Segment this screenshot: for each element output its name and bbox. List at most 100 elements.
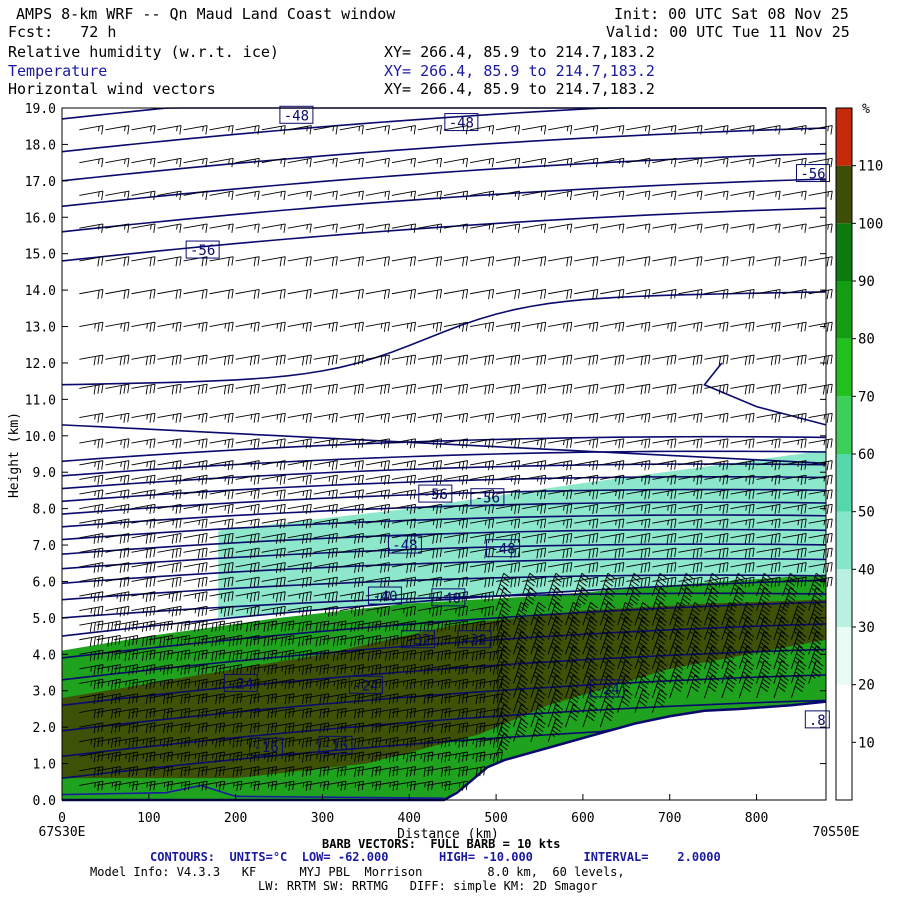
contour-label-box <box>486 539 521 558</box>
contour-label-box <box>590 679 625 698</box>
wind-barb <box>721 602 737 626</box>
wind-barb <box>261 518 286 529</box>
wind-barb <box>704 157 729 168</box>
wind-barb <box>678 547 703 559</box>
wind-barb <box>738 660 755 684</box>
wind-barb <box>235 383 260 395</box>
wind-barb <box>391 693 416 705</box>
wind-barb <box>114 693 139 705</box>
wind-barb <box>131 707 156 719</box>
wind-barb <box>183 157 208 168</box>
wind-barb <box>426 693 451 705</box>
contour-label-box <box>279 105 314 124</box>
wind-barb <box>600 412 625 423</box>
wind-barb <box>79 460 104 471</box>
wind-barb <box>730 190 755 201</box>
wind-barb <box>626 518 651 529</box>
wind-barb <box>565 602 581 626</box>
wind-barb <box>756 190 781 201</box>
y-tick-label: 15.0 <box>25 248 56 263</box>
wind-barb <box>183 190 208 201</box>
wind-barb <box>426 635 451 647</box>
wind-barb <box>235 190 260 201</box>
y-tick-label: 17.0 <box>25 175 56 190</box>
wind-barb <box>157 474 182 485</box>
wind-barb <box>313 383 338 395</box>
wind-barb <box>235 591 260 603</box>
wind-barb <box>105 125 130 135</box>
colorbar-tick-label: 10 <box>858 735 875 751</box>
wind-barb <box>782 489 807 500</box>
wind-barb <box>183 576 208 588</box>
wind-barb <box>600 223 625 233</box>
wind-barb <box>773 631 789 655</box>
wind-barb <box>305 766 330 777</box>
wind-barb <box>313 474 338 485</box>
wind-barb <box>183 474 208 485</box>
wind-barb <box>547 674 564 699</box>
wind-barb <box>678 289 703 300</box>
wind-barb <box>339 354 364 366</box>
wind-barb <box>496 321 521 332</box>
wind-barb <box>200 693 225 705</box>
wind-barb <box>443 438 469 449</box>
wind-barb <box>782 383 807 395</box>
wind-barb <box>634 689 651 713</box>
wind-barb <box>443 693 469 705</box>
isotherm-line <box>61 528 827 555</box>
wind-barb <box>426 678 451 690</box>
wind-barb <box>235 518 260 529</box>
contour-label: -48 <box>490 542 515 558</box>
wind-barb <box>200 649 225 662</box>
wind-barb <box>600 576 625 588</box>
wind-barb <box>313 321 338 332</box>
wind-barb <box>131 321 156 332</box>
wind-barb <box>166 722 191 734</box>
wind-barb <box>669 645 685 670</box>
isotherm-line <box>61 514 827 541</box>
wind-barb <box>547 616 564 640</box>
wind-barb <box>496 256 521 267</box>
wind-barb <box>574 438 599 449</box>
wind-barb <box>322 620 347 632</box>
wind-barb <box>790 602 807 626</box>
wind-barb <box>469 157 495 168</box>
wind-barb <box>252 664 278 675</box>
wind-barb <box>756 576 781 588</box>
wind-barb <box>339 125 364 135</box>
wind-barb <box>409 707 434 719</box>
wind-barb <box>305 780 330 791</box>
wind-barb <box>365 190 390 201</box>
wind-barb <box>704 562 729 573</box>
wind-barb <box>96 664 121 675</box>
wind-barb <box>235 412 260 423</box>
wind-barb <box>131 518 156 529</box>
wind-barb <box>261 157 286 168</box>
wind-barb <box>261 190 286 201</box>
x-tick-label: 300 <box>311 811 334 826</box>
wind-barb <box>547 689 564 713</box>
wind-barb <box>426 707 451 719</box>
wind-barb <box>730 438 755 449</box>
wind-barb <box>652 354 677 366</box>
wind-barb <box>261 605 286 617</box>
contour-label-box <box>418 484 453 503</box>
wind-barb <box>704 438 729 449</box>
wind-barb <box>522 460 547 471</box>
wind-barb <box>287 223 312 233</box>
wind-barb <box>790 631 807 655</box>
wind-barb <box>235 474 260 485</box>
wind-barb <box>365 354 390 366</box>
wind-barb <box>773 645 789 670</box>
wind-barb <box>183 780 208 791</box>
wind-barb <box>218 664 243 675</box>
wind-barb <box>782 460 807 471</box>
wind-barb <box>469 223 495 233</box>
field-label-wind: Horizontal wind vectors <box>8 80 216 98</box>
wind-barb <box>704 660 720 684</box>
wind-barb <box>808 562 833 573</box>
wind-barb <box>365 460 390 471</box>
wind-barb <box>105 562 130 573</box>
wind-barb <box>574 412 599 423</box>
wind-barb <box>530 631 546 655</box>
